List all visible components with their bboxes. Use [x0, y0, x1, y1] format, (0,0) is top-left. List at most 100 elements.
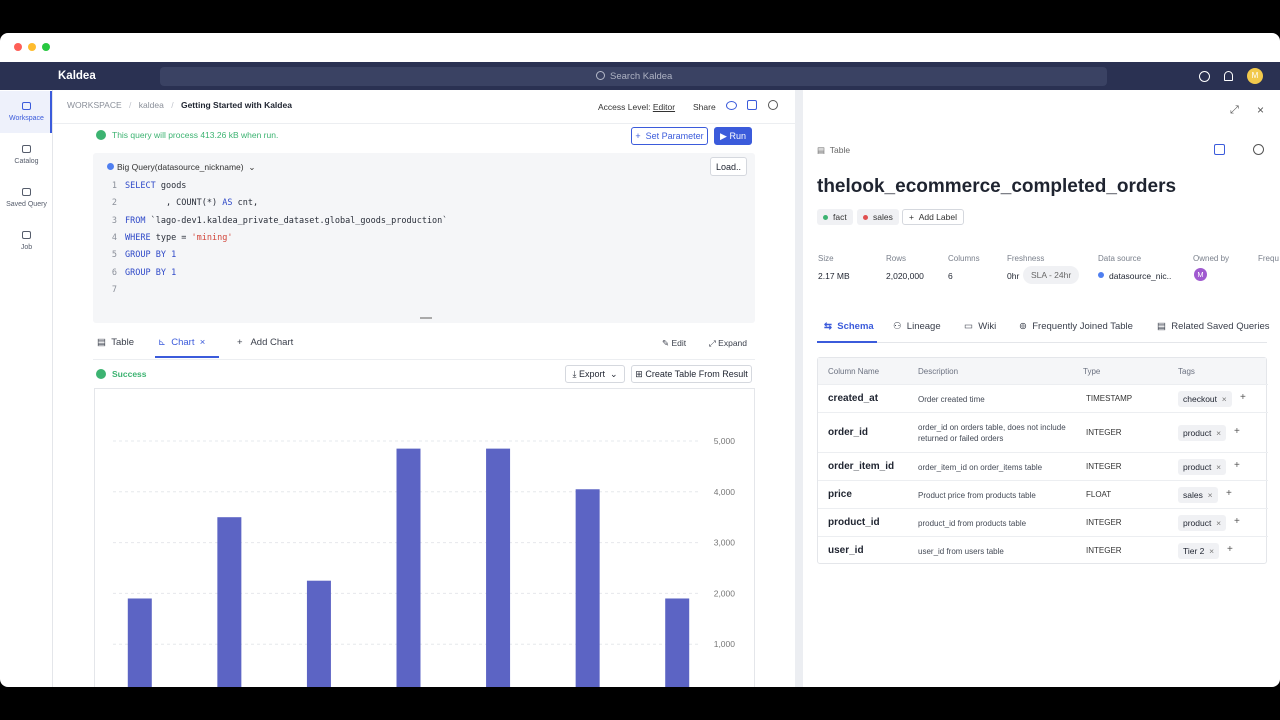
nav-item[interactable]: Catalog	[0, 145, 53, 165]
y-tick-label: 3,000	[714, 538, 736, 548]
label-chip[interactable]: sales	[857, 209, 899, 225]
remove-tag[interactable]: ×	[1211, 462, 1222, 472]
code-token: GROUP BY	[125, 267, 166, 278]
stat-value: 2,020,000	[886, 271, 924, 281]
column-name: created_at	[828, 393, 879, 404]
set-parameter-button[interactable]: + Set Parameter	[631, 127, 708, 145]
ds-icon	[1098, 272, 1104, 278]
bell-icon[interactable]	[1224, 71, 1233, 81]
detail-tab[interactable]: ▭ Wiki	[964, 321, 997, 332]
open-icon[interactable]	[1253, 144, 1264, 155]
brand[interactable]: Kaldea	[58, 70, 96, 82]
result-tab[interactable]: ▤ Table	[97, 337, 134, 348]
tab-label: Frequently Joined Table	[1032, 321, 1133, 332]
nav-item[interactable]: Workspace	[0, 102, 53, 122]
watch-icon[interactable]	[726, 101, 737, 110]
crumb[interactable]: WORKSPACE	[67, 100, 122, 110]
table-view-icon[interactable]	[1214, 144, 1225, 155]
button-label: Load..	[715, 161, 742, 172]
export-button[interactable]: ⤓ Export ⌄	[565, 365, 625, 383]
close-icon[interactable]: ×	[1257, 103, 1265, 117]
label-chip[interactable]: fact	[817, 209, 853, 225]
tab-label: Chart	[171, 337, 195, 348]
maximize-icon[interactable]: ⤢	[1230, 104, 1239, 116]
tab-label: Schema	[837, 321, 874, 332]
create-table-button[interactable]: ⊞ Create Table From Result	[631, 365, 752, 383]
column-description: order_item_id on order_items table	[918, 463, 1043, 472]
chart-frame	[94, 388, 755, 687]
minimize-dot[interactable]	[28, 43, 36, 51]
add-tag[interactable]: +	[1227, 544, 1233, 555]
stat-value[interactable]: datasource_nic..	[1109, 271, 1172, 281]
bar	[217, 517, 242, 687]
column-type: INTEGER	[1086, 462, 1122, 471]
expand[interactable]: ⤢ Expand	[709, 338, 748, 348]
detail-tab[interactable]: ⚇ Lineage	[893, 321, 941, 332]
nav-item[interactable]: Job	[0, 231, 53, 251]
avatar[interactable]: M	[1247, 68, 1263, 84]
tag-chip[interactable]: product ×	[1178, 515, 1227, 531]
add-tag[interactable]: +	[1234, 516, 1240, 527]
stat-label: Frequ	[1258, 254, 1279, 263]
add-label-button[interactable]: + Add Label	[902, 209, 964, 225]
nav-item[interactable]: Saved Query	[0, 188, 53, 208]
add-chart[interactable]: + Add Chart	[237, 337, 294, 348]
tag-text: checkout	[1183, 394, 1218, 404]
share[interactable]: Share	[693, 102, 716, 112]
zoom-dot[interactable]	[42, 43, 50, 51]
remove-tag[interactable]: ×	[1211, 518, 1222, 528]
tag-chip[interactable]: Tier 2 ×	[1178, 543, 1220, 559]
code-line: 3 FROM `lago-dev1.kaldea_private_dataset.…	[93, 216, 448, 226]
help-icon[interactable]	[1199, 71, 1210, 82]
nav-label: Job	[20, 244, 33, 251]
detail-tab[interactable]: ▤ Related Saved Queries	[1157, 321, 1270, 332]
y-tick-label: 5,000	[714, 436, 736, 446]
schema-table: Column Name Description Type Tags created_at…	[817, 357, 1268, 564]
add-tag[interactable]: +	[1240, 392, 1246, 403]
bq-icon	[107, 163, 114, 170]
history-icon[interactable]	[768, 100, 778, 110]
tag-chip[interactable]: checkout ×	[1178, 391, 1232, 407]
code-token: 'mining'	[191, 232, 233, 243]
remove-tag[interactable]: ×	[1204, 546, 1215, 556]
edit[interactable]: ✎ Edit	[662, 338, 687, 348]
line-number: 5	[111, 250, 117, 261]
tag-chip[interactable]: sales ×	[1178, 487, 1218, 503]
active-nav-bg	[0, 91, 52, 133]
tag-chip[interactable]: product ×	[1178, 459, 1227, 475]
owner-avatar[interactable]: M	[1194, 268, 1207, 281]
search-box[interactable]: Search Kaldea	[160, 67, 1107, 86]
tag-chip[interactable]: product ×	[1178, 425, 1227, 441]
remove-tag[interactable]: ×	[1217, 394, 1227, 404]
divider	[817, 342, 1267, 343]
line-number: 4	[111, 232, 117, 243]
datasource[interactable]: Big Query(datasource_nickname) ⌄	[117, 162, 256, 172]
label-text: sales	[873, 212, 893, 222]
code-token: AS	[222, 198, 233, 209]
schema-row: created_at Order created time TIMESTAMP che…	[818, 384, 1268, 412]
detail-tab[interactable]: ⊚ Frequently Joined Table	[1019, 321, 1133, 332]
detail-tab[interactable]: ⇆ Schema	[824, 321, 874, 332]
column-description: Product price from products table	[918, 491, 1036, 500]
edit-icon[interactable]	[747, 100, 757, 110]
result-tab-active[interactable]: ⊾ Chart ×	[158, 337, 206, 348]
add-tag[interactable]: +	[1234, 426, 1240, 437]
code-line: 4 WHERE type = 'mining'	[93, 233, 233, 243]
remove-tag[interactable]: ×	[1211, 428, 1222, 438]
access-value[interactable]: Editor	[652, 102, 676, 112]
sla-badge: SLA - 24hr	[1023, 266, 1080, 284]
crumb[interactable]: kaldea	[138, 100, 164, 110]
code-token: goods	[155, 181, 187, 191]
add-tag[interactable]: +	[1226, 488, 1232, 499]
splitter[interactable]	[795, 90, 803, 687]
load-button[interactable]: Load..	[710, 157, 747, 176]
tab-label: Edit	[671, 338, 687, 348]
column-name: user_id	[828, 545, 864, 556]
resize-handle[interactable]	[420, 317, 432, 319]
add-tag[interactable]: +	[1234, 460, 1240, 471]
remove-tag[interactable]: ×	[1202, 490, 1213, 500]
column-description: user_id from users table	[918, 547, 1004, 556]
notice: This query will process 413.26 kB when r…	[112, 130, 279, 140]
close-dot[interactable]	[14, 43, 22, 51]
run-button[interactable]: ▶ Run	[714, 127, 752, 145]
